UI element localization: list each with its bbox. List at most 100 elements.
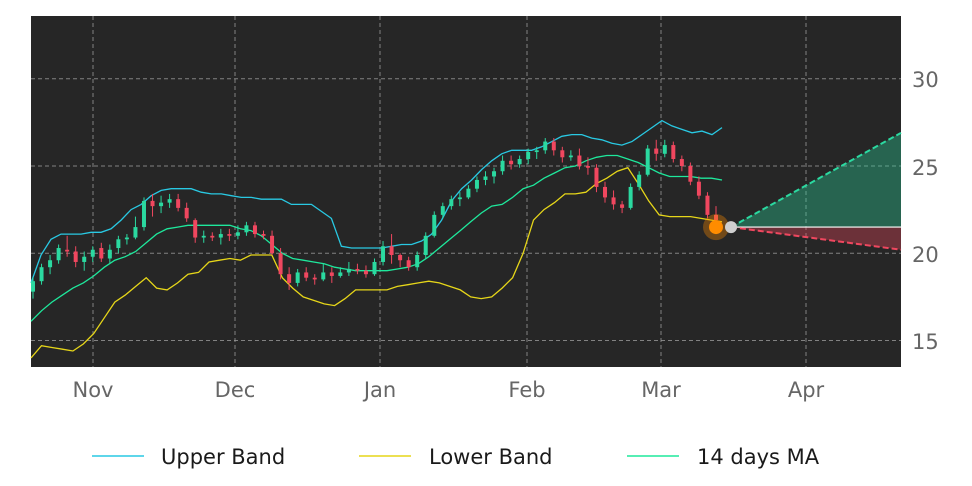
y-tick-label: 25 [912,156,939,180]
candle-body [48,260,53,268]
projection-lower-line [730,226,902,251]
candle-body [65,249,70,252]
last-close-marker [709,220,723,235]
candle-body [278,253,283,275]
x-tick-label: Mar [641,378,681,402]
candle-body [628,186,633,208]
x-tick-label: Feb [508,378,545,402]
candle-body [287,274,292,283]
candle-body [389,246,394,255]
legend-label: Lower Band [429,445,553,469]
candle-body [466,188,471,198]
candle-body [227,234,232,236]
candle-body [457,197,462,200]
candle-body [500,160,505,172]
candle-body [671,145,676,160]
candle-body [39,267,44,282]
legend-label: 14 days MA [697,445,820,469]
candle-body [611,197,616,205]
candle-body [338,272,343,276]
grid-lines [31,16,901,367]
price-markers [703,214,737,241]
candle-body [432,214,437,236]
plot-area [31,16,901,367]
y-tick-label: 15 [912,330,939,354]
series-line [30,119,723,284]
candle-body [56,248,61,261]
candle-body [645,148,650,175]
candle-body [107,249,112,259]
candle-body [415,254,420,268]
candle-body [90,249,95,257]
candle-body [304,272,309,278]
x-tick-label: Apr [788,378,825,402]
candle-body [568,155,573,158]
forecast-projection [730,131,902,251]
candle-body [355,268,360,271]
candlesticks [31,138,718,299]
candle-body [560,150,565,158]
legend-label: Upper Band [161,445,285,469]
candle-body [637,174,642,187]
candle-body [363,270,368,275]
candle-body [406,260,411,268]
series-line [30,166,723,359]
candle-body [398,254,403,261]
candle-body [679,159,684,166]
x-tick-label: Jan [362,378,396,402]
candle-body [141,200,146,228]
candle-body [82,256,87,262]
candle-body [603,186,608,198]
y-tick-label: 30 [912,68,939,92]
x-tick-label: Nov [73,378,114,402]
candle-body [526,152,531,160]
candle-body [423,235,428,255]
candle-body [252,225,257,235]
candle-body [346,268,351,273]
candle-body [329,272,334,276]
candle-body [543,141,548,151]
projection-start-marker [725,221,737,234]
candle-body [714,214,718,221]
candle-body [261,234,266,236]
candle-body [167,199,172,203]
candle-body [620,204,625,208]
candle-body [321,272,326,280]
candle-body [99,248,104,259]
candle-body [295,272,300,283]
candle-body [184,207,189,219]
candle-body [124,237,129,240]
candle-body [31,281,35,292]
candle-body [696,181,701,196]
candle-body [235,232,240,236]
candle-body [210,235,215,238]
candle-body [372,261,377,275]
candle-body [218,234,223,238]
candle-body [585,166,590,168]
x-axis: Nov Dec Jan Feb Mar Apr [73,378,825,402]
candle-body [483,176,488,180]
x-tick-label: Dec [215,378,256,402]
candle-body [551,141,556,151]
candle-body [381,246,386,262]
candle-body [116,239,121,249]
candle-body [594,167,599,187]
candle-body [577,155,582,166]
candle-body [509,160,514,165]
candle-body [159,202,164,207]
candle-body [654,148,659,154]
candle-body [534,150,539,153]
candle-body [244,225,249,233]
candle-body [312,277,317,280]
candle-body [440,206,445,215]
candle-body [517,159,522,165]
candle-body [492,171,497,177]
candle-body [193,220,198,238]
candle-body [688,166,693,182]
candle-body [705,195,710,215]
candle-body [449,199,454,207]
candle-body [662,145,667,154]
projection-upper-line [730,131,902,228]
candle-body [201,235,206,238]
candle-body [176,199,181,208]
